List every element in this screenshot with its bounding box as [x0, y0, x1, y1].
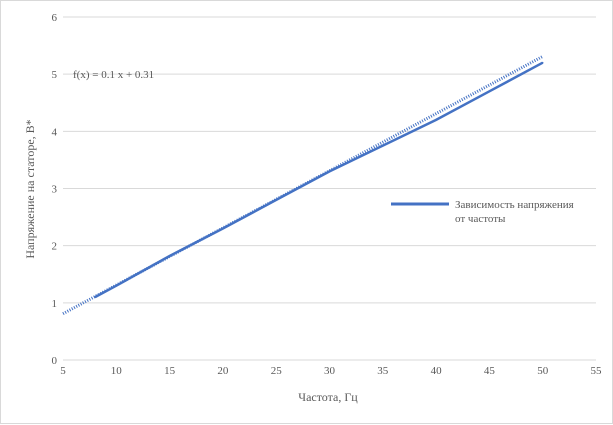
trendline-equation: f(x) = 0.1 x + 0.31: [73, 69, 154, 81]
y-tick-label: 2: [52, 241, 58, 253]
trendline-group: [62, 55, 544, 316]
legend: Зависимость напряжения от частоты: [391, 199, 574, 225]
data-point: [541, 61, 544, 64]
y-tick-label: 0: [52, 355, 58, 367]
legend-label-line-1: Зависимость напряжения: [455, 199, 574, 211]
legend-label-line-2: от частоты: [455, 213, 506, 225]
y-axis-title: Напряжение на статоре, В*: [23, 119, 37, 258]
y-tick-labels: 0 1 2 3 4 5 6: [52, 12, 58, 367]
x-tick-label: 35: [377, 365, 389, 377]
data-point: [275, 199, 278, 201]
x-tick-label: 30: [324, 365, 336, 377]
y-tick-label: 4: [52, 126, 58, 138]
x-tick-labels: 5 10 15 20 25 30 35 40 45 50 55: [60, 365, 602, 377]
y-tick-label: 6: [52, 12, 58, 24]
x-tick-label: 10: [111, 365, 123, 377]
data-point: [488, 90, 491, 93]
x-tick-label: 40: [431, 365, 443, 377]
x-tick-label: 25: [271, 365, 283, 377]
series-line: [94, 61, 544, 299]
x-tick-label: 55: [591, 365, 603, 377]
gridlines: [63, 16, 596, 304]
data-point: [435, 119, 437, 121]
x-tick-label: 5: [60, 365, 66, 377]
x-tick-label: 45: [484, 365, 496, 377]
y-tick-label: 3: [52, 184, 58, 196]
x-tick-label: 20: [217, 365, 229, 377]
trendline: [62, 55, 544, 316]
y-tick-label: 5: [52, 69, 58, 81]
x-axis-title: Частота, Гц: [298, 390, 358, 404]
y-tick-label: 1: [52, 298, 58, 310]
data-point: [382, 144, 384, 147]
series-group: [94, 61, 544, 299]
x-tick-label: 50: [537, 365, 549, 377]
x-tick-label: 15: [164, 365, 176, 377]
